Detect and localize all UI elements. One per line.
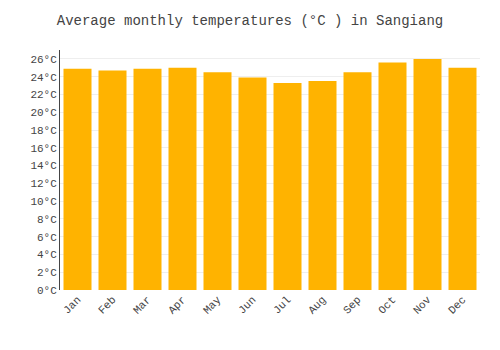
svg-text:18°C: 18°C <box>30 125 57 137</box>
svg-text:Oct: Oct <box>376 294 398 316</box>
svg-text:Dec: Dec <box>446 294 468 316</box>
svg-text:Aug: Aug <box>306 294 328 316</box>
svg-text:Apr: Apr <box>166 294 188 316</box>
svg-text:22°C: 22°C <box>30 89 57 101</box>
svg-text:May: May <box>201 294 224 317</box>
svg-text:4°C: 4°C <box>37 249 57 261</box>
svg-text:Average monthly temperatures (: Average monthly temperatures (°C ) in Sa… <box>57 13 443 29</box>
svg-text:Jun: Jun <box>236 294 258 316</box>
svg-text:26°C: 26°C <box>30 54 57 66</box>
svg-text:8°C: 8°C <box>37 214 57 226</box>
svg-text:6°C: 6°C <box>37 232 57 244</box>
svg-text:Feb: Feb <box>96 294 118 316</box>
svg-text:Nov: Nov <box>411 294 434 317</box>
svg-text:Jul: Jul <box>271 294 293 316</box>
svg-text:20°C: 20°C <box>30 107 57 119</box>
svg-text:Sep: Sep <box>341 294 363 316</box>
svg-text:24°C: 24°C <box>30 72 57 84</box>
svg-text:16°C: 16°C <box>30 143 57 155</box>
svg-text:2°C: 2°C <box>37 267 57 279</box>
svg-text:10°C: 10°C <box>30 196 57 208</box>
svg-text:12°C: 12°C <box>30 178 57 190</box>
svg-text:14°C: 14°C <box>30 160 57 172</box>
svg-text:0°C: 0°C <box>37 285 57 297</box>
svg-text:Jan: Jan <box>61 294 83 316</box>
svg-text:Mar: Mar <box>131 294 153 316</box>
